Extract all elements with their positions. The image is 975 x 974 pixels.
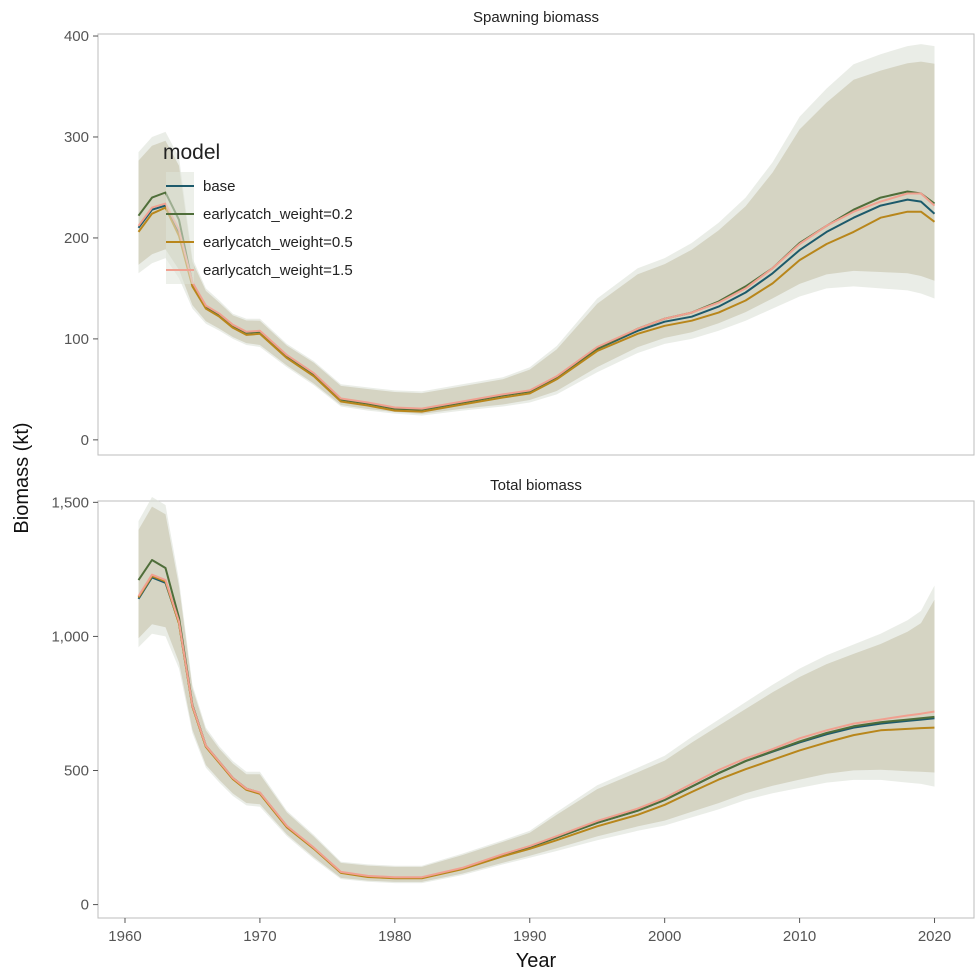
spawning-biomass-panel: Spawning biomass 0 100 200 300 400 bbox=[64, 9, 975, 456]
y-tick-label: 0 bbox=[81, 897, 89, 914]
x-tick-label: 1960 bbox=[108, 928, 141, 945]
series-line-2 bbox=[137, 206, 936, 413]
y-tick-label: 400 bbox=[64, 28, 89, 45]
uncertainty-band-outer bbox=[138, 44, 935, 416]
x-tick-label: 2000 bbox=[648, 928, 681, 945]
legend-entry-label: earlycatch_weight=0.2 bbox=[203, 206, 353, 223]
uncertainty-band-inner bbox=[138, 61, 935, 414]
x-axis: 1960 1970 1980 1990 2000 2010 2020 bbox=[108, 918, 951, 945]
y-tick-label: 1,500 bbox=[51, 494, 89, 511]
y-tick-label: 300 bbox=[64, 129, 89, 146]
y-axis-label: Biomass (kt) bbox=[11, 422, 33, 533]
legend: model base earlycatch_weight=0.2 earlycatc… bbox=[163, 141, 353, 284]
panel-title-spawning: Spawning biomass bbox=[473, 9, 599, 26]
y-tick-label: 0 bbox=[81, 432, 89, 449]
legend-entry-label: base bbox=[203, 178, 236, 195]
y-tick-label: 500 bbox=[64, 763, 89, 780]
legend-entry-label: earlycatch_weight=0.5 bbox=[203, 234, 353, 251]
x-tick-label: 1990 bbox=[513, 928, 546, 945]
legend-title: model bbox=[163, 141, 220, 164]
y-tick-label: 1,000 bbox=[51, 628, 89, 645]
panel-title-total: Total biomass bbox=[490, 477, 582, 494]
y-tick-label: 100 bbox=[64, 331, 89, 348]
x-axis-label: Year bbox=[516, 950, 557, 972]
x-tick-label: 2020 bbox=[918, 928, 951, 945]
x-tick-label: 1970 bbox=[243, 928, 276, 945]
panel-border bbox=[97, 33, 975, 456]
x-tick-label: 1980 bbox=[378, 928, 411, 945]
uncertainty-band-inner bbox=[138, 506, 935, 882]
x-tick-label: 2010 bbox=[783, 928, 816, 945]
series-line-3 bbox=[137, 573, 935, 879]
panel-border bbox=[97, 500, 975, 919]
total-biomass-panel: Total biomass 0 500 1,000 1,500 bbox=[51, 477, 975, 919]
y-tick-label: 200 bbox=[64, 230, 89, 247]
series-line-3 bbox=[137, 192, 936, 410]
legend-entry-label: earlycatch_weight=1.5 bbox=[203, 262, 353, 279]
